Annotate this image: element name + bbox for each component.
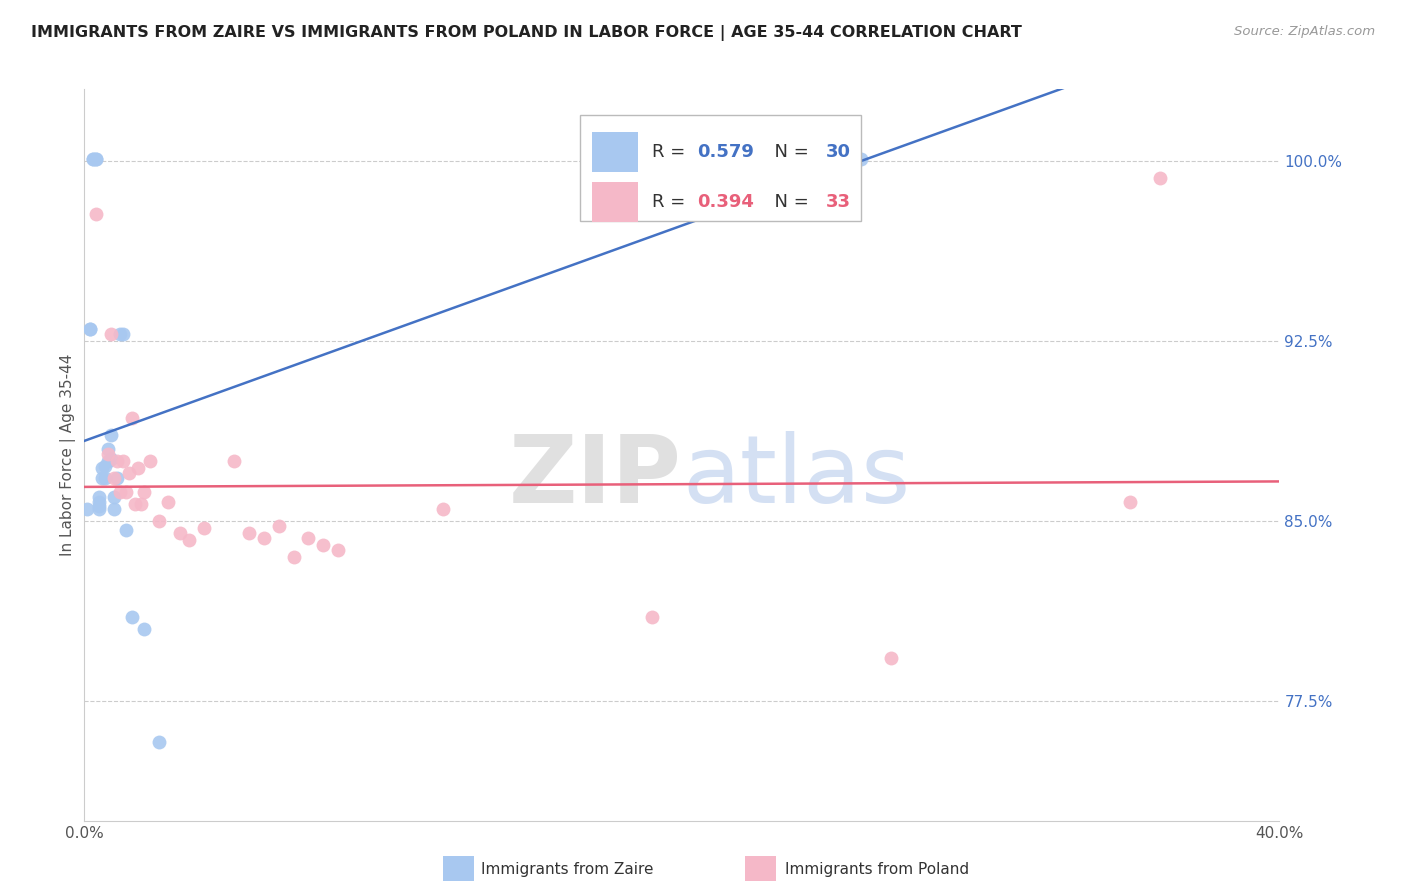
Point xyxy=(1149,170,1171,185)
Point xyxy=(132,485,156,500)
Point xyxy=(148,514,170,528)
Point xyxy=(118,466,141,480)
Point xyxy=(94,458,117,473)
Point xyxy=(100,451,122,466)
Point xyxy=(177,533,200,547)
Point xyxy=(110,485,132,500)
Text: 33: 33 xyxy=(825,193,851,211)
Text: atlas: atlas xyxy=(682,431,910,523)
Text: IMMIGRANTS FROM ZAIRE VS IMMIGRANTS FROM POLAND IN LABOR FORCE | AGE 35-44 CORRE: IMMIGRANTS FROM ZAIRE VS IMMIGRANTS FROM… xyxy=(31,25,1022,41)
Point xyxy=(103,490,125,504)
Point xyxy=(89,501,111,516)
Text: 0.394: 0.394 xyxy=(697,193,755,211)
Point xyxy=(193,521,215,535)
Text: Immigrants from Zaire: Immigrants from Zaire xyxy=(481,863,654,877)
Point xyxy=(76,501,98,516)
Point xyxy=(121,410,143,425)
Point xyxy=(105,471,128,485)
Point xyxy=(222,454,245,468)
Point xyxy=(86,152,108,166)
Point xyxy=(79,322,101,336)
Point xyxy=(89,494,111,508)
Point xyxy=(1119,494,1142,508)
Y-axis label: In Labor Force | Age 35-44: In Labor Force | Age 35-44 xyxy=(60,354,76,556)
Point xyxy=(129,497,152,511)
Point xyxy=(103,501,125,516)
FancyBboxPatch shape xyxy=(581,115,862,221)
Point xyxy=(82,152,104,166)
Point xyxy=(91,471,114,485)
Point xyxy=(328,542,350,557)
Point xyxy=(105,454,128,468)
Text: ZIP: ZIP xyxy=(509,431,682,523)
Point xyxy=(297,531,319,545)
Point xyxy=(267,518,290,533)
Point xyxy=(238,525,260,540)
Point xyxy=(89,500,111,514)
Point xyxy=(103,471,125,485)
Point xyxy=(86,207,108,221)
Text: Immigrants from Poland: Immigrants from Poland xyxy=(785,863,969,877)
Point xyxy=(312,538,335,552)
Point xyxy=(89,490,111,504)
Point xyxy=(82,152,104,166)
Point xyxy=(115,485,138,500)
Point xyxy=(79,322,101,336)
Text: Source: ZipAtlas.com: Source: ZipAtlas.com xyxy=(1234,25,1375,38)
Point xyxy=(157,494,180,508)
Point xyxy=(132,622,156,636)
Point xyxy=(139,454,162,468)
Point xyxy=(148,734,170,748)
Text: 30: 30 xyxy=(825,143,851,161)
Point xyxy=(97,447,120,461)
Point xyxy=(97,442,120,456)
Point xyxy=(253,531,276,545)
Text: N =: N = xyxy=(763,193,814,211)
Point xyxy=(641,609,664,624)
Text: R =: R = xyxy=(652,193,690,211)
Point xyxy=(641,152,664,166)
Point xyxy=(100,427,122,442)
Point xyxy=(115,524,138,538)
Point xyxy=(121,609,143,624)
Point xyxy=(94,471,117,485)
Text: R =: R = xyxy=(652,143,690,161)
Point xyxy=(851,152,873,166)
FancyBboxPatch shape xyxy=(592,132,638,172)
Point xyxy=(97,454,120,468)
Point xyxy=(432,501,454,516)
FancyBboxPatch shape xyxy=(592,182,638,222)
Point xyxy=(91,461,114,475)
Point xyxy=(124,497,146,511)
Point xyxy=(112,454,135,468)
Point xyxy=(283,549,305,564)
Point xyxy=(112,326,135,341)
Point xyxy=(127,461,149,475)
Point xyxy=(169,525,191,540)
Point xyxy=(100,326,122,341)
Point xyxy=(86,152,108,166)
Text: N =: N = xyxy=(763,143,814,161)
Text: 0.579: 0.579 xyxy=(697,143,755,161)
Point xyxy=(110,326,132,341)
Point xyxy=(880,650,903,665)
